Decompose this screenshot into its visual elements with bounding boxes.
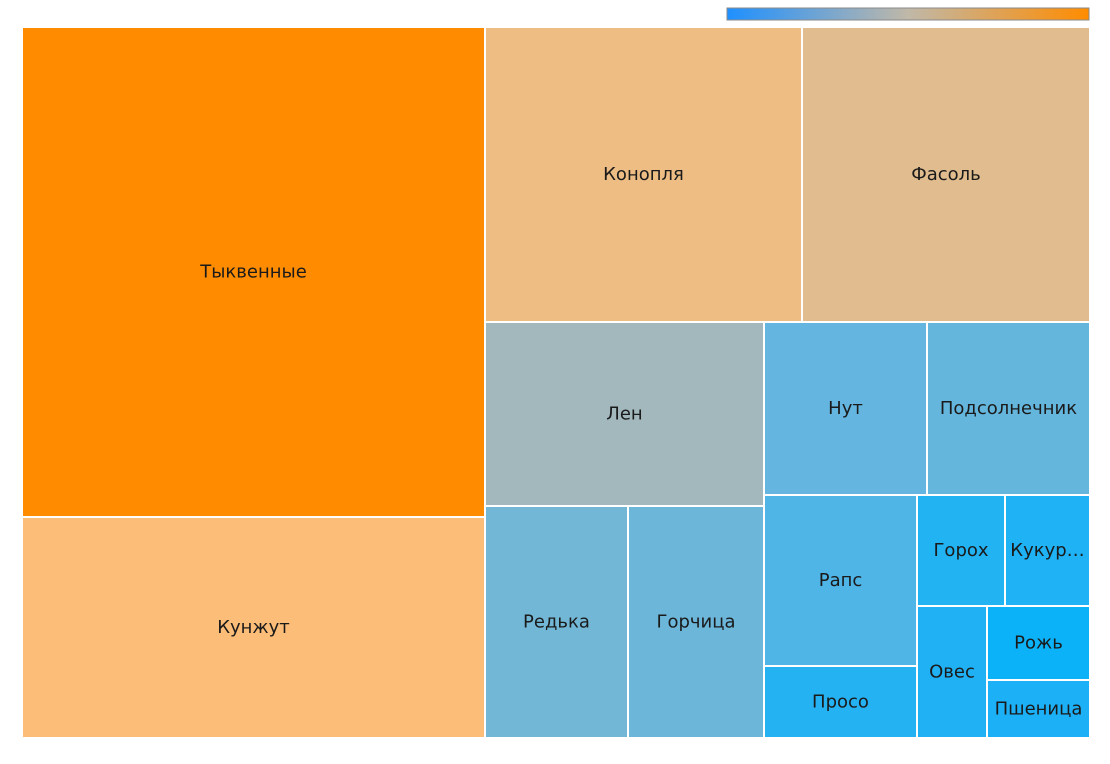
tile-pumpkins[interactable]: Тыквенные [23, 28, 484, 516]
tile-rect-radish[interactable] [486, 507, 627, 737]
tile-rect-chickpea[interactable] [765, 323, 926, 494]
tile-label-beans: Фасоль [911, 164, 981, 185]
tile-label-pumpkins: Тыквенные [199, 262, 307, 283]
tile-mustard[interactable]: Горчица [629, 507, 763, 737]
tile-label-rye: Рожь [1014, 633, 1063, 654]
tile-label-wheat: Пшеница [995, 699, 1083, 720]
treemap-tiles: Тыквенные Кунжут Конопля Фасоль Лен Нут Подсол… [23, 28, 1089, 737]
tile-corn[interactable]: Кукур… [1006, 496, 1089, 605]
tile-label-chickpea: Нут [828, 398, 863, 419]
tile-rect-beans[interactable] [803, 28, 1089, 321]
tile-beans[interactable]: Фасоль [803, 28, 1089, 321]
tile-rye[interactable]: Рожь [988, 607, 1089, 679]
tile-radish[interactable]: Редька [486, 507, 627, 737]
tile-rect-rapeseed[interactable] [765, 496, 916, 665]
tile-rect-sunflower[interactable] [928, 323, 1089, 494]
tile-chickpea[interactable]: Нут [765, 323, 926, 494]
tile-sesame[interactable]: Кунжут [23, 518, 484, 737]
tile-label-peas: Горох [933, 540, 988, 561]
tile-label-sesame: Кунжут [217, 617, 290, 638]
tile-rect-mustard[interactable] [629, 507, 763, 737]
tile-peas[interactable]: Горох [918, 496, 1004, 605]
tile-rect-wheat[interactable] [988, 681, 1089, 737]
tile-rapeseed[interactable]: Рапс [765, 496, 916, 665]
tile-label-millet: Просо [812, 692, 869, 713]
tile-label-sunflower: Подсолнечник [940, 398, 1077, 419]
tile-rect-peas[interactable] [918, 496, 1004, 605]
tile-wheat[interactable]: Пшеница [988, 681, 1089, 737]
tile-label-rapeseed: Рапс [819, 570, 863, 591]
tile-rect-sesame[interactable] [23, 518, 484, 737]
tile-label-corn: Кукур… [1010, 540, 1084, 561]
tile-rect-millet[interactable] [765, 667, 916, 737]
color-scale-legend [726, 7, 1090, 21]
tile-rect-pumpkins[interactable] [23, 28, 484, 516]
tile-millet[interactable]: Просо [765, 667, 916, 737]
tile-rect-rye[interactable] [988, 607, 1089, 679]
tile-rect-flax[interactable] [486, 323, 763, 505]
tile-rect-hemp[interactable] [486, 28, 801, 321]
tile-label-radish: Редька [523, 612, 590, 633]
tile-rect-oats[interactable] [918, 607, 986, 737]
tile-flax[interactable]: Лен [486, 323, 763, 505]
tile-label-flax: Лен [606, 404, 642, 425]
tile-label-oats: Овес [929, 662, 975, 683]
tile-label-mustard: Горчица [656, 612, 735, 633]
tile-rect-corn[interactable] [1006, 496, 1089, 605]
tile-hemp[interactable]: Конопля [486, 28, 801, 321]
tile-oats[interactable]: Овес [918, 607, 986, 737]
tile-sunflower[interactable]: Подсолнечник [928, 323, 1089, 494]
tile-label-hemp: Конопля [603, 164, 684, 185]
